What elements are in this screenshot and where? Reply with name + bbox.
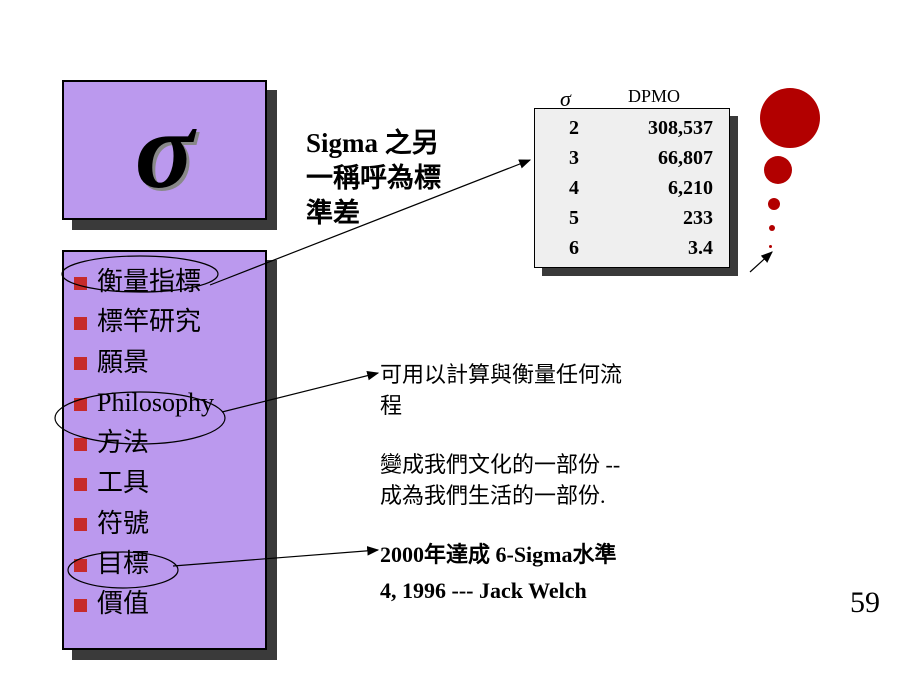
list-item-label: 方法 xyxy=(97,423,149,463)
bullet-icon xyxy=(74,277,87,290)
description-line: 可用以計算與衡量任何流 xyxy=(380,360,622,391)
list-item: 願景 xyxy=(74,343,257,383)
list-item: 標竿研究 xyxy=(74,302,257,342)
list-item: 衡量指標 xyxy=(74,262,257,302)
description-3: 2000年達成 6-Sigma水準 xyxy=(380,540,617,571)
table-row: 5 233 xyxy=(535,203,729,233)
table-row: 3 66,807 xyxy=(535,143,729,173)
bullet-icon xyxy=(74,438,87,451)
scale-dot xyxy=(768,198,780,210)
list-item-label: 符號 xyxy=(97,504,149,544)
table-cell-dpmo: 233 xyxy=(633,203,713,233)
list-item: 工具 xyxy=(74,463,257,503)
bullet-icon xyxy=(74,599,87,612)
list-item: 方法 xyxy=(74,423,257,463)
list-item-label: 目標 xyxy=(97,544,149,584)
bullet-icon xyxy=(74,559,87,572)
list-item-label: 願景 xyxy=(97,343,149,383)
heading-line: 準差 xyxy=(306,196,441,231)
description-line: 程 xyxy=(380,391,622,422)
list-item: 目標 xyxy=(74,544,257,584)
description-4: 4, 1996 --- Jack Welch xyxy=(380,576,587,607)
description-1: 可用以計算與衡量任何流程 xyxy=(380,360,622,422)
list-item-label: 工具 xyxy=(97,463,149,503)
list-item-label: Philosophy xyxy=(97,383,214,423)
sigma-box: σ xyxy=(62,80,267,220)
description-line: 4, 1996 --- Jack Welch xyxy=(380,576,587,607)
heading-line: Sigma 之另 xyxy=(306,126,441,161)
description-2: 變成我們文化的一部份 --成為我們生活的一部份. xyxy=(380,450,620,512)
scale-dot xyxy=(769,245,772,248)
table-cell-dpmo: 3.4 xyxy=(633,233,713,263)
table-cell-sigma: 2 xyxy=(559,113,589,143)
table-cell-sigma: 3 xyxy=(559,143,589,173)
table-cell-dpmo: 66,807 xyxy=(633,143,713,173)
table-cell-dpmo: 308,537 xyxy=(633,113,713,143)
table-row: 2 308,537 xyxy=(535,113,729,143)
bullet-icon xyxy=(74,398,87,411)
scale-dot xyxy=(764,156,792,184)
list-item-label: 價值 xyxy=(97,584,149,624)
list-box: 衡量指標標竿研究願景Philosophy方法工具符號目標價值 xyxy=(62,250,267,650)
description-line: 2000年達成 6-Sigma水準 xyxy=(380,540,617,571)
table-row: 4 6,210 xyxy=(535,173,729,203)
table-cell-dpmo: 6,210 xyxy=(633,173,713,203)
table-row: 63.4 xyxy=(535,233,729,263)
table-cell-sigma: 4 xyxy=(559,173,589,203)
bullet-icon xyxy=(74,357,87,370)
description-line: 成為我們生活的一部份. xyxy=(380,481,620,512)
page-number: 59 xyxy=(850,586,880,620)
list-item-label: 標竿研究 xyxy=(97,302,201,342)
heading-line: 一稱呼為標 xyxy=(306,161,441,196)
sigma-symbol: σ xyxy=(135,95,194,205)
bullet-icon xyxy=(74,518,87,531)
list-item: 價值 xyxy=(74,584,257,624)
table-header-dpmo: DPMO xyxy=(628,86,680,107)
list-item: Philosophy xyxy=(74,383,257,423)
bullet-icon xyxy=(74,478,87,491)
table-cell-sigma: 5 xyxy=(559,203,589,233)
dpmo-table: 2308,537366,80746,210523363.4 xyxy=(534,108,730,268)
list-item: 符號 xyxy=(74,504,257,544)
scale-dot xyxy=(760,88,820,148)
indicator-arrow xyxy=(750,252,772,272)
bullet-icon xyxy=(74,317,87,330)
scale-dot xyxy=(769,225,775,231)
list-item-label: 衡量指標 xyxy=(97,262,201,302)
table-cell-sigma: 6 xyxy=(559,233,589,263)
heading: Sigma 之另一稱呼為標準差 xyxy=(306,126,441,231)
description-line: 變成我們文化的一部份 -- xyxy=(380,450,620,481)
